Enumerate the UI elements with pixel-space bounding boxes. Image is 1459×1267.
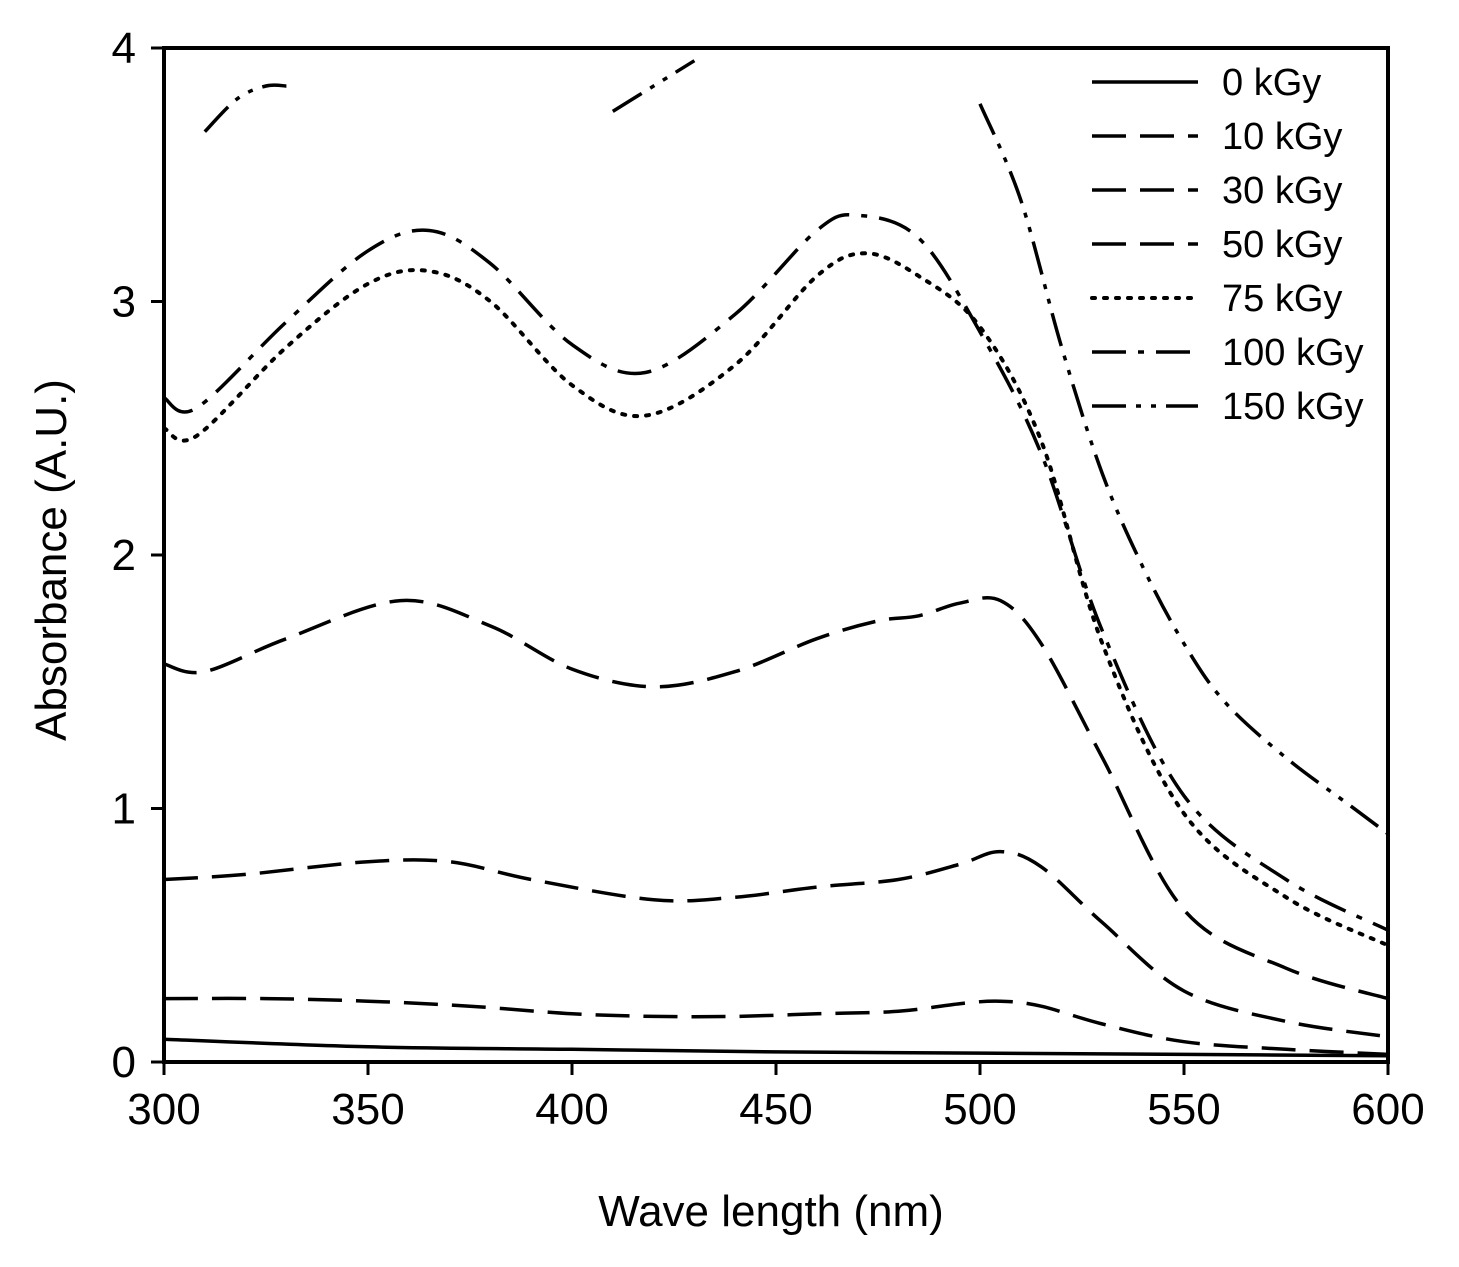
- series-line-7: [203, 83, 287, 133]
- ticks-layer: 300 350 400 450 500 550 600 0 1 2 3 4: [112, 24, 1425, 1134]
- series-line-4: [164, 251, 1388, 948]
- series-line-0: [164, 1037, 1388, 1058]
- x-tick-label: 600: [1351, 1085, 1424, 1134]
- legend-label: 100 kGy: [1222, 332, 1364, 374]
- x-tick-label: 500: [943, 1085, 1016, 1134]
- legend-label: 50 kGy: [1222, 224, 1342, 266]
- y-axis-title: Absorbance (A.U.): [27, 379, 76, 741]
- legend-label: 10 kGy: [1222, 116, 1342, 158]
- x-tick-label: 400: [535, 1085, 608, 1134]
- series-line-8: [611, 59, 696, 113]
- x-tick-label: 300: [127, 1085, 200, 1134]
- y-tick-label: 3: [112, 278, 136, 327]
- x-tick-label: 550: [1147, 1085, 1220, 1134]
- x-tick-label: 350: [331, 1085, 404, 1134]
- legend-label: 30 kGy: [1222, 170, 1342, 212]
- legend-label: 0 kGy: [1222, 62, 1321, 104]
- y-tick-label: 0: [112, 1038, 136, 1087]
- legend-label: 150 kGy: [1222, 386, 1364, 428]
- series-line-1: [164, 996, 1388, 1057]
- series-line-5: [164, 213, 1388, 932]
- series-line-3: [164, 596, 1388, 1001]
- series-layer: [164, 59, 1388, 1058]
- legend-label: 75 kGy: [1222, 278, 1342, 320]
- x-axis-title: Wave length (nm): [598, 1187, 944, 1236]
- series-line-6: [978, 103, 1388, 836]
- x-tick-label: 450: [739, 1085, 812, 1134]
- series-line-2: [164, 849, 1388, 1039]
- y-tick-label: 1: [112, 785, 136, 834]
- plot-frame: [162, 46, 1390, 1064]
- y-tick-label: 2: [112, 531, 136, 580]
- legend: 0 kGy 10 kGy 30 kGy 50 kGy 75 kGy 100 kGy 150 …: [1090, 62, 1364, 428]
- y-tick-label: 4: [112, 24, 136, 73]
